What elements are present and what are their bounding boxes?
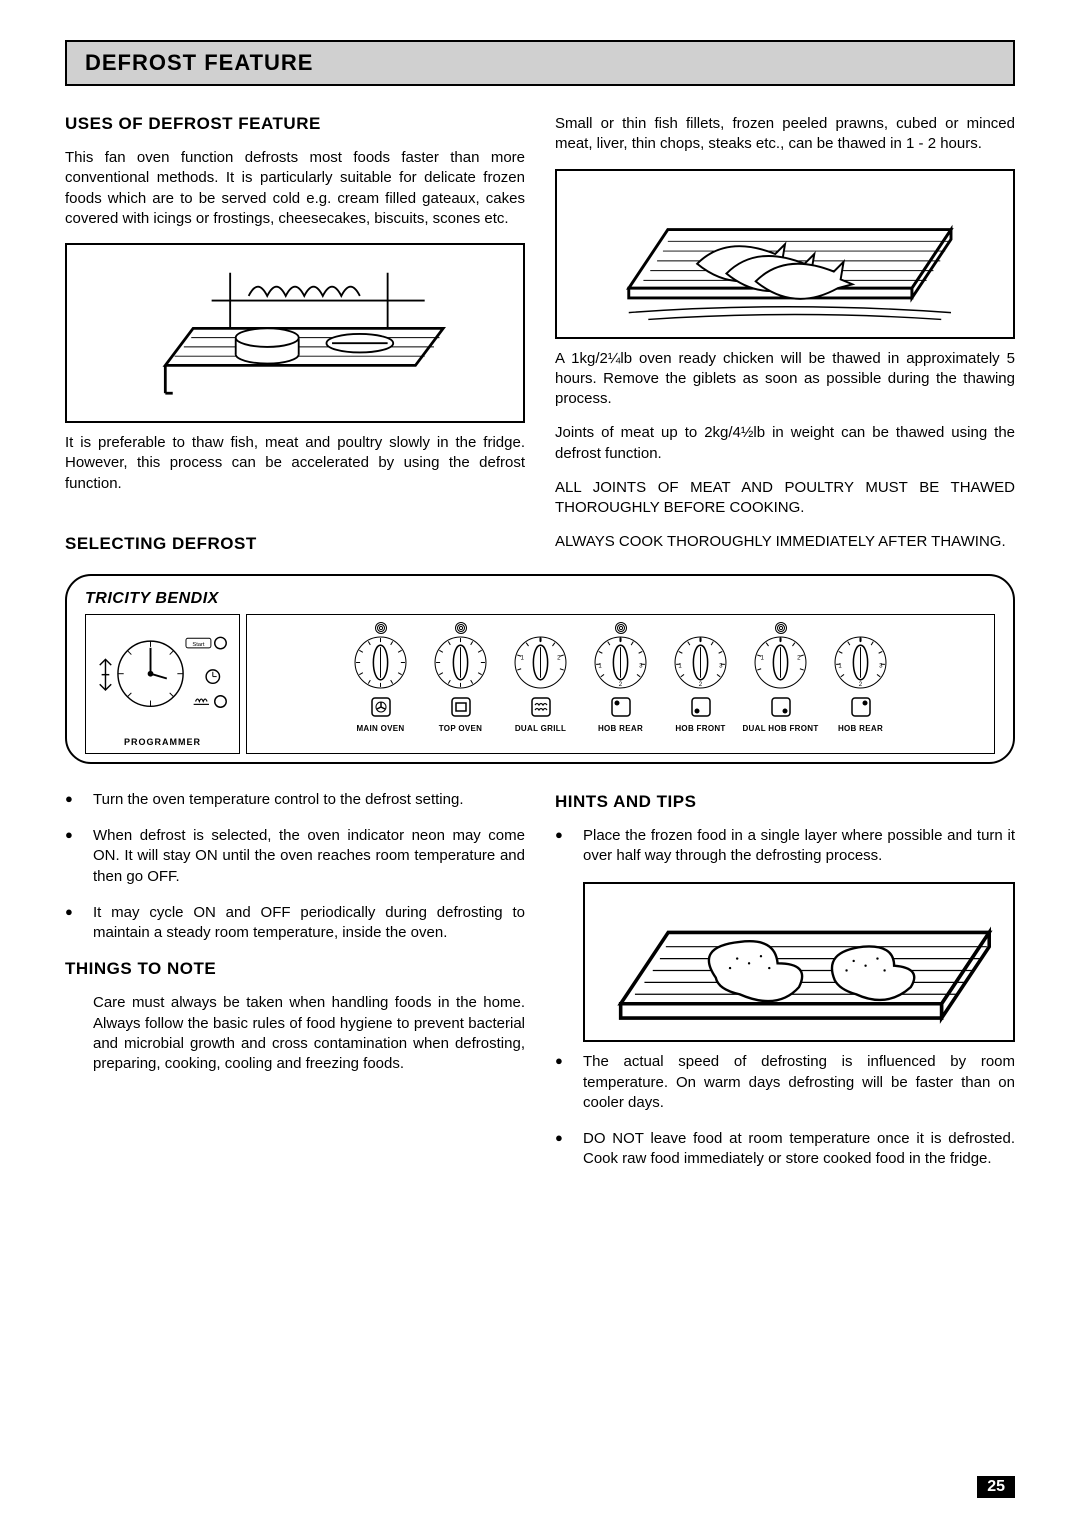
control-dial: 0 1 2	[513, 635, 568, 690]
svg-text:1: 1	[598, 662, 602, 669]
dial-icon	[370, 696, 392, 720]
things-to-note-title: THINGS TO NOTE	[65, 959, 525, 979]
control-dial: 0 1 3 2	[673, 635, 728, 690]
uses-paragraph: This fan oven function defrosts most foo…	[65, 148, 525, 229]
upper-columns: USES OF DEFROST FEATURE This fan oven fu…	[65, 104, 1015, 568]
list-item: It may cycle ON and OFF periodically dur…	[65, 903, 525, 944]
svg-text:2: 2	[557, 654, 561, 661]
control-dial: 0 1 3 2	[593, 635, 648, 690]
control-dial: 0 1 2	[753, 635, 808, 690]
dial-icon	[770, 696, 792, 720]
svg-text:2: 2	[859, 681, 863, 688]
svg-text:1: 1	[838, 662, 842, 669]
right-p3: Joints of meat up to 2kg/4½lb in weight …	[555, 423, 1015, 464]
right-p1: Small or thin fish fillets, frozen peele…	[555, 114, 1015, 155]
control-dial: 0 1 3 2	[833, 635, 888, 690]
burner-indicator	[454, 623, 468, 633]
lower-right-column: HINTS AND TIPS Place the frozen food in …	[555, 782, 1015, 1186]
page-number: 25	[977, 1476, 1015, 1498]
lower-left-column: Turn the oven temperature control to the…	[65, 782, 525, 1186]
dial-unit: 0 1 3 2 HOB FRONT	[661, 623, 741, 733]
svg-text:0: 0	[539, 637, 543, 644]
dial-unit: 0 1 2 DUAL GRILL	[501, 623, 581, 733]
dial-label: TOP OVEN	[439, 724, 482, 733]
main-title-bar: DEFROST FEATURE	[65, 40, 1015, 86]
svg-text:0: 0	[699, 637, 703, 644]
fish-tray-icon	[557, 171, 1013, 337]
list-item: DO NOT leave food at room temperature on…	[555, 1129, 1015, 1170]
list-item: The actual speed of defrosting is influe…	[555, 1052, 1015, 1113]
burner-indicator	[614, 623, 628, 633]
uses-title: USES OF DEFROST FEATURE	[65, 114, 525, 134]
brand-label: TRICITY BENDIX	[85, 590, 995, 608]
svg-text:0: 0	[859, 637, 863, 644]
dial-label: MAIN OVEN	[356, 724, 404, 733]
dial-label: HOB REAR	[598, 724, 643, 733]
selecting-title: SELECTING DEFROST	[65, 534, 525, 554]
svg-text:1: 1	[760, 654, 764, 661]
control-panel-section: TRICITY BENDIX	[65, 574, 1015, 764]
dial-unit: MAIN OVEN	[341, 623, 421, 733]
svg-text:3: 3	[719, 662, 723, 669]
dial-label: HOB REAR	[838, 724, 883, 733]
right-column: Small or thin fish fillets, frozen peele…	[555, 104, 1015, 568]
hints-bullets-top: Place the frozen food in a single layer …	[555, 826, 1015, 867]
svg-text:1: 1	[520, 654, 524, 661]
programmer-box: Start PROGRAMMER	[85, 614, 240, 754]
control-dial	[433, 635, 488, 690]
dial-unit: 0 1 3 2 HOB REAR	[581, 623, 661, 733]
dials-box: MAIN OVEN TOP OVEN 0 1 2 DUAL GRILL 0 1 3 2 H…	[246, 614, 995, 754]
svg-text:3: 3	[879, 662, 883, 669]
list-item: Turn the oven temperature control to the…	[65, 790, 525, 810]
list-item: Place the frozen food in a single layer …	[555, 826, 1015, 867]
hints-title: HINTS AND TIPS	[555, 792, 1015, 812]
dial-row: MAIN OVEN TOP OVEN 0 1 2 DUAL GRILL 0 1 3 2 H…	[335, 621, 907, 735]
lower-columns: Turn the oven temperature control to the…	[65, 782, 1015, 1186]
svg-text:2: 2	[619, 681, 623, 688]
programmer-label: PROGRAMMER	[86, 737, 239, 747]
meat-tray-illustration	[583, 882, 1015, 1042]
things-to-note-paragraph: Care must always be taken when handling …	[65, 993, 525, 1074]
svg-text:1: 1	[678, 662, 682, 669]
programmer-icon: Start	[85, 621, 240, 736]
svg-text:2: 2	[699, 681, 703, 688]
dial-icon	[850, 696, 872, 720]
dial-icon	[610, 696, 632, 720]
svg-text:3: 3	[639, 662, 643, 669]
shelf-food-icon	[67, 245, 523, 421]
right-p2: A 1kg/2¼lb oven ready chicken will be th…	[555, 349, 1015, 410]
dial-unit: 0 1 3 2 HOB REAR	[821, 623, 901, 733]
svg-text:2: 2	[797, 654, 801, 661]
right-p4: ALL JOINTS OF MEAT AND POULTRY MUST BE T…	[555, 478, 1015, 519]
dial-icon	[450, 696, 472, 720]
dial-label: HOB FRONT	[675, 724, 725, 733]
control-panel-frame: TRICITY BENDIX	[65, 574, 1015, 764]
control-dial	[353, 635, 408, 690]
dial-unit: TOP OVEN	[421, 623, 501, 733]
meat-tray-icon	[585, 873, 1013, 1051]
left-column: USES OF DEFROST FEATURE This fan oven fu…	[65, 104, 525, 568]
svg-text:0: 0	[779, 637, 783, 644]
burner-indicator	[374, 623, 388, 633]
after-image-paragraph: It is preferable to thaw fish, meat and …	[65, 433, 525, 494]
dial-unit: 0 1 2 DUAL HOB FRONT	[741, 623, 821, 733]
oven-shelf-illustration	[65, 243, 525, 423]
manual-page: DEFROST FEATURE USES OF DEFROST FEATURE …	[0, 0, 1080, 1528]
dial-label: DUAL GRILL	[515, 724, 566, 733]
svg-text:Start: Start	[192, 642, 205, 648]
dial-icon	[690, 696, 712, 720]
dial-label: DUAL HOB FRONT	[742, 724, 818, 733]
right-p5: ALWAYS COOK THOROUGHLY IMMEDIATELY AFTER…	[555, 532, 1015, 552]
burner-indicator	[774, 623, 788, 633]
list-item: When defrost is selected, the oven indic…	[65, 826, 525, 887]
svg-text:0: 0	[619, 637, 623, 644]
dial-icon	[530, 696, 552, 720]
fish-tray-illustration	[555, 169, 1015, 339]
panel-inner: Start PROGRAMMER	[85, 614, 995, 754]
defrost-bullets: Turn the oven temperature control to the…	[65, 790, 525, 944]
hints-bullets-bottom: The actual speed of defrosting is influe…	[555, 1052, 1015, 1169]
main-title: DEFROST FEATURE	[85, 50, 995, 76]
